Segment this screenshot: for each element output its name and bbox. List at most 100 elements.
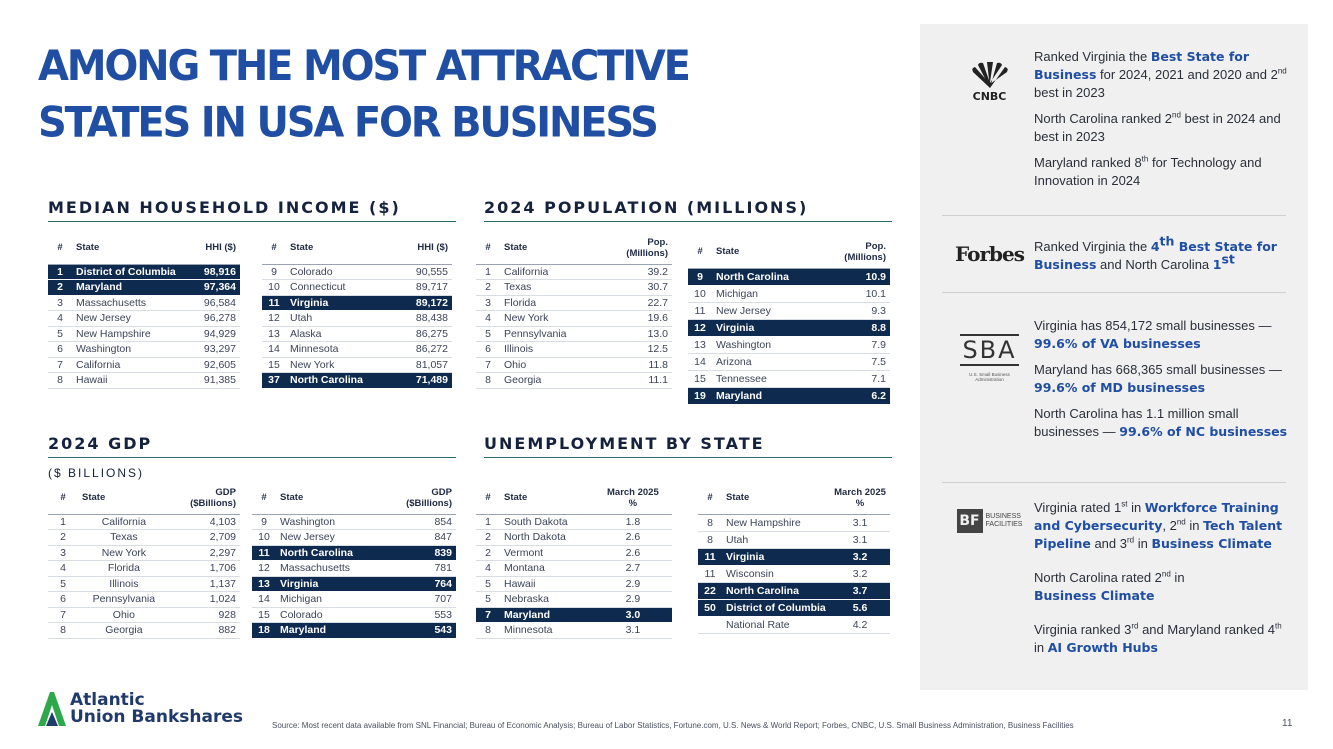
rank-cell: 1 [476,264,500,280]
table-row: 10 New Jersey 847 [252,529,456,546]
bf-logo: BF BUSINESS FACILITIES [942,503,1037,539]
table-row: 2 Texas 30.7 [476,279,672,296]
bf-logo-words: BUSINESS FACILITIES [985,513,1023,528]
rank-cell: 11 [252,545,276,561]
gdp-table-right: # State GDP ($Billions) 9 Washington 854 10 N… [252,482,456,639]
rankings-panel: CNBC Ranked Virginia the Best State for … [920,24,1308,690]
value-cell: 3.1 [593,622,672,639]
col-value: HHI ($) [396,232,452,265]
value-cell: 4.2 [830,616,890,634]
rank-cell: 5 [476,591,500,608]
title-line-1: AMONG THE MOST ATTRACTIVE [38,42,691,91]
table-row: 9 Colorado 90,555 [262,264,452,280]
income-table-right: # State HHI ($) 9 Colorado 90,555 10 Connect… [262,232,452,389]
table-row: 18 Maryland 543 [252,622,456,639]
state-cell: Colorado [286,264,397,280]
value-cell: 11.1 [600,372,672,389]
state-cell: California [500,264,601,280]
rank-cell: 7 [476,607,500,623]
state-cell: Virginia [286,295,397,311]
cnbc-logo: CNBC [942,52,1037,112]
col-rank: # [698,482,722,515]
state-cell: North Carolina [712,268,823,286]
rank-cell: 11 [698,548,722,566]
state-cell: District of Columbia [72,264,195,280]
value-cell: 39.2 [600,264,672,280]
value-cell: 3.1 [830,531,890,549]
value-cell: 1,137 [169,576,240,592]
col-state: State [722,482,831,515]
state-cell: Georgia [78,622,170,639]
rank-cell: 1 [48,264,72,280]
col-rank: # [476,232,500,265]
value-cell: 81,057 [396,357,452,373]
state-cell: Illinois [500,341,601,358]
table-row: 5 Pennsylvania 13.0 [476,326,672,342]
rank-cell: 10 [262,279,286,296]
value-cell: 10.1 [822,285,890,303]
state-cell: Wisconsin [722,565,831,583]
table-row: 7 Maryland 3.0 [476,607,672,623]
state-cell: South Dakota [500,514,594,530]
rank-cell: 15 [688,370,712,388]
col-state: State [78,482,170,515]
rank-cell: 13 [688,336,712,354]
state-cell: Florida [500,295,601,311]
bf-section: BF BUSINESS FACILITIES Virginia rated 1st… [942,483,1286,683]
table-row: 3 New York 2,297 [48,545,240,561]
state-cell: Tennessee [712,370,823,388]
state-cell: Virginia [712,319,823,337]
rank-cell: 4 [476,560,500,577]
value-cell: 89,172 [396,295,452,311]
value-cell: 6.2 [822,387,890,405]
state-cell: Maryland [72,279,195,296]
bf-point-3: Virginia ranked 3rd and Maryland ranked … [1034,621,1282,655]
table-row: 3 Florida 22.7 [476,295,672,311]
table-row: 8 Hawaii 91,385 [48,372,240,389]
table-row: 7 California 92,605 [48,357,240,373]
state-cell: Utah [722,531,831,549]
table-row: 15 Colorado 553 [252,607,456,623]
gdp-table-left: # State GDP ($Billions) 1 California 4,103 2… [48,482,240,639]
state-cell: Washington [712,336,823,354]
population-table-left: # State Pop. (Millions) 1 California 39.2 2 T… [476,232,672,389]
state-cell: Pennsylvania [500,326,601,342]
table-row: 5 Hawaii 2.9 [476,576,672,592]
state-cell: Montana [500,560,594,577]
state-cell: North Carolina [286,372,397,389]
unemployment-table-left: # State March 2025% 1 South Dakota 1.8 2 Nor… [476,482,672,639]
table-row: 10 Connecticut 89,717 [262,279,452,296]
value-cell: 7.9 [822,336,890,354]
col-value: HHI ($) [194,232,240,265]
state-cell: Maryland [276,622,385,639]
value-cell: 2,709 [169,529,240,546]
value-cell: 2.9 [593,591,672,608]
table-row: 5 Nebraska 2.9 [476,591,672,608]
value-cell: 93,297 [194,341,240,358]
rank-cell: 6 [48,341,72,358]
state-cell: Nebraska [500,591,594,608]
table-row: National Rate 4.2 [698,616,890,634]
rank-cell: 7 [476,357,500,373]
rank-cell: 15 [252,607,276,623]
rank-cell [698,616,722,634]
brand-name: Atlantic Union Bankshares [70,690,243,727]
value-cell: 90,555 [396,264,452,280]
col-rank: # [688,236,712,269]
state-cell: Washington [72,341,195,358]
rank-cell: 6 [476,341,500,358]
rank-cell: 7 [48,357,72,373]
value-cell: 88,438 [396,310,452,327]
rank-cell: 11 [688,302,712,320]
forbes-point-1: Ranked Virginia the 4th Best State for B… [1034,233,1277,272]
rank-cell: 2 [476,545,500,561]
bf-point-2: North Carolina rated 2nd in Business Cli… [1034,569,1185,603]
income-heading: MEDIAN HOUSEHOLD INCOME ($) [48,198,456,222]
table-row: 1 South Dakota 1.8 [476,514,672,530]
value-cell: 91,385 [194,372,240,389]
state-cell: Arizona [712,353,823,371]
rank-cell: 1 [48,514,78,530]
state-cell: Colorado [276,607,385,623]
gdp-heading: 2024 GDP [48,434,456,458]
table-row: 11 New Jersey 9.3 [688,302,890,320]
